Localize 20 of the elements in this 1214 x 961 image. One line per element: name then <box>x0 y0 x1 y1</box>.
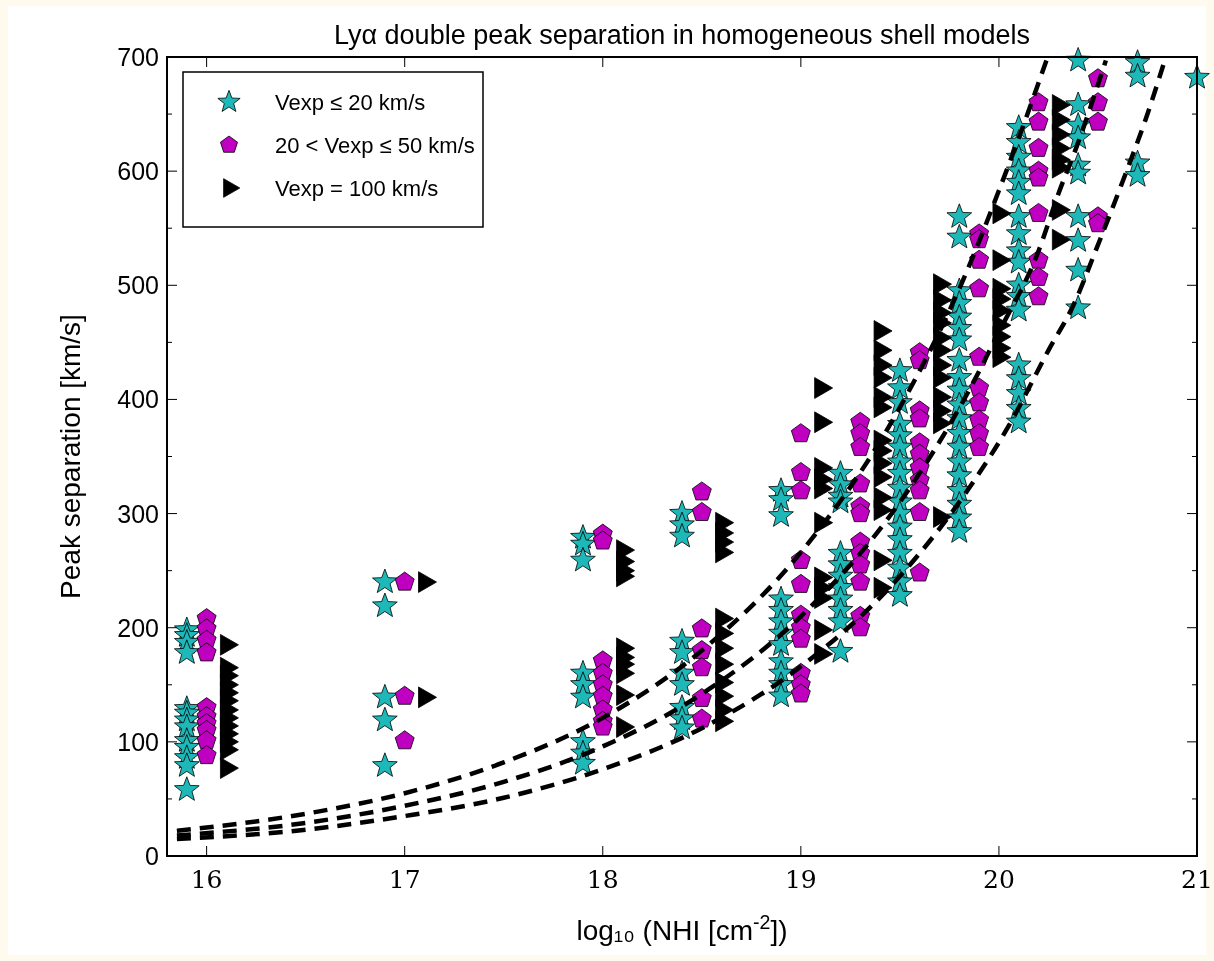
y-tick-label: 600 <box>117 157 159 186</box>
x-tick-label: 19 <box>784 865 817 894</box>
y-axis-title: Peak separation [km/s] <box>55 314 86 599</box>
x-axis-title: log₁₀ (NHI [cm$^{-2}$]) <box>576 911 788 946</box>
y-tick-label: 500 <box>117 271 159 300</box>
x-tick-label: 18 <box>586 865 619 894</box>
y-tick-label: 0 <box>145 842 159 870</box>
y-tick-label: 700 <box>117 43 159 71</box>
y-tick-label: 300 <box>117 499 159 528</box>
x-tick-label: 16 <box>190 865 223 894</box>
y-tick-label: 400 <box>117 385 159 414</box>
y-tick-label: 200 <box>117 613 159 642</box>
legend-label: Vexp = 100 km/s <box>275 176 439 201</box>
legend-label: 20 < Vexp ≤ 50 km/s <box>275 133 475 158</box>
y-tick-label: 100 <box>117 727 159 756</box>
x-tick-label: 17 <box>388 865 421 894</box>
x-tick-label: 20 <box>983 865 1015 894</box>
legend-label: Vexp ≤ 20 km/s <box>275 90 426 115</box>
chart-title: Lyα double peak separation in homogeneous shell models <box>333 20 1031 50</box>
x-tick-label: 21 <box>1181 865 1213 894</box>
